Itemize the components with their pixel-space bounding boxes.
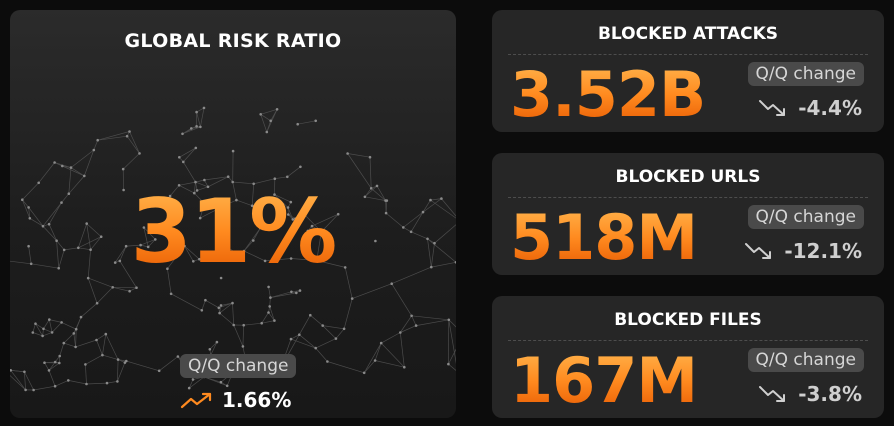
stat-value: 518M (510, 201, 698, 274)
divider (508, 197, 868, 198)
divider (508, 340, 868, 341)
blocked-urls-card: BLOCKED URLS 518M Q/Q change -12.1% (492, 153, 884, 275)
blocked-attacks-card: BLOCKED ATTACKS 3.52B Q/Q change -4.4% (492, 10, 884, 132)
stat-title: BLOCKED FILES (614, 310, 762, 330)
stat-title: BLOCKED URLS (615, 167, 761, 187)
risk-value: 31% (10, 188, 456, 276)
trend-down-icon (758, 384, 790, 404)
risk-change-value: 1.66% (222, 388, 292, 412)
trend-up-icon (180, 390, 216, 410)
stat-change-label: Q/Q change (747, 62, 864, 86)
trend-down-icon (744, 241, 776, 261)
stat-change-label: Q/Q change (747, 348, 864, 372)
trend-down-icon (758, 98, 790, 118)
stat-change-label: Q/Q change (747, 205, 864, 229)
stat-change: -12.1% (744, 239, 862, 263)
risk-change-label: Q/Q change (180, 354, 297, 378)
stat-title: BLOCKED ATTACKS (597, 24, 779, 44)
globe-network-graphic (10, 106, 456, 392)
stat-value: 167M (510, 344, 698, 417)
stat-value: 3.52B (510, 58, 706, 131)
risk-change: 1.66% (180, 388, 291, 412)
divider (508, 54, 868, 55)
global-risk-card: GLOBAL RISK RATIO 31% Q/Q change 1.66% (10, 10, 456, 418)
stat-change-value: -4.4% (798, 96, 862, 120)
stat-change-value: -3.8% (798, 382, 862, 406)
stat-change-value: -12.1% (784, 239, 862, 263)
stat-change: -3.8% (758, 382, 862, 406)
blocked-files-card: BLOCKED FILES 167M Q/Q change -3.8% (492, 296, 884, 418)
stat-change: -4.4% (758, 96, 862, 120)
risk-title: GLOBAL RISK RATIO (124, 30, 342, 52)
